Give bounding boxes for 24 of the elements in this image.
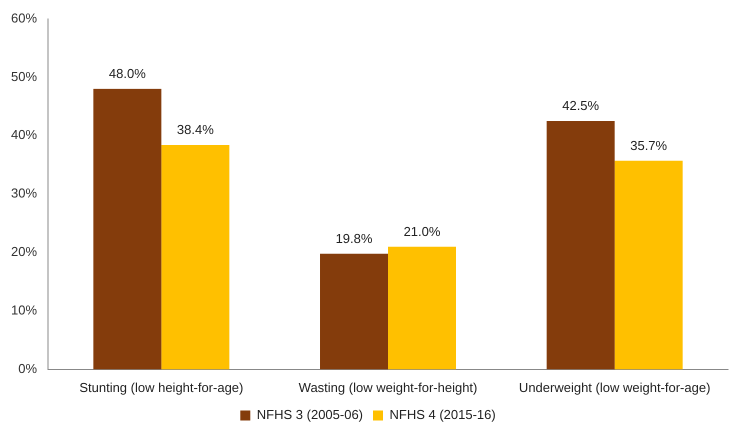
data-label: 38.4%	[176, 122, 214, 138]
bar	[320, 254, 388, 370]
bar	[614, 160, 683, 370]
x-tick-label: Stunting (low height-for-age)	[79, 380, 244, 395]
legend-label: NFHS 4 (2015-16)	[390, 407, 496, 422]
bar	[161, 145, 230, 370]
y-tick-label: 40%	[10, 127, 38, 142]
data-label: 48.0%	[108, 66, 146, 81]
data-label: 21.0%	[404, 224, 441, 239]
data-label: 19.8%	[336, 230, 373, 246]
x-tick-label: Wasting (low weight-for-height)	[298, 380, 478, 395]
y-tick-label: 0%	[18, 360, 38, 376]
bar	[546, 121, 615, 370]
y-tick-label: 50%	[10, 68, 38, 84]
data-label: 35.7%	[630, 138, 668, 153]
bar	[388, 246, 456, 370]
y-tick-label: 30%	[10, 186, 38, 201]
x-tick-label: Underweight (low weight-for-age)	[518, 380, 710, 395]
bar	[93, 88, 162, 370]
y-tick-label: 10%	[10, 302, 38, 318]
legend-label: NFHS 3 (2005-06)	[256, 407, 364, 422]
data-label: 42.5%	[562, 98, 600, 114]
y-tick-label: 60%	[10, 10, 38, 26]
y-tick-label: 20%	[10, 244, 38, 260]
